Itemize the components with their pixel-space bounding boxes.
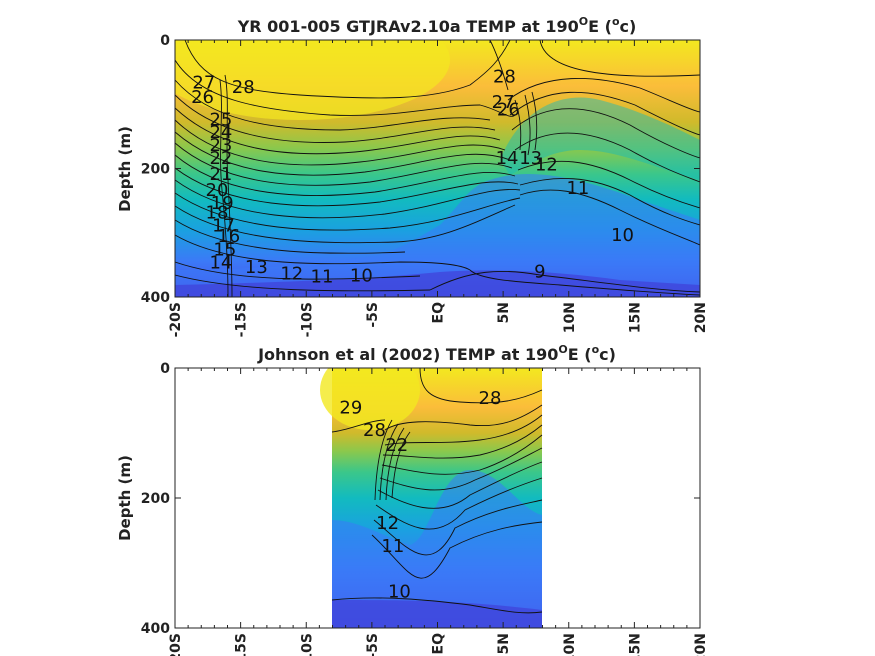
contour-label: 28 — [363, 420, 386, 441]
x-tick-label: 15N — [627, 302, 643, 333]
y-tick-label: 400 — [141, 621, 170, 637]
top-warm-south — [175, 40, 450, 120]
x-tick-label: 15N — [627, 633, 643, 656]
contour-label: 12 — [535, 154, 558, 175]
contour-label: 14 — [496, 148, 519, 169]
x-tick-label: -15S — [234, 633, 250, 656]
x-tick-label: 5N — [496, 633, 512, 654]
x-tick-label: -10S — [299, 633, 315, 656]
contour-label: 12 — [376, 513, 399, 534]
contour-label: 21 — [209, 164, 232, 185]
contour-label: 28 — [232, 77, 255, 98]
top-contour-lines — [175, 40, 700, 297]
contour-label: 26 — [191, 87, 214, 108]
y-tick-label: 0 — [160, 361, 170, 377]
top-chart-title: YR 001-005 GTJRAv2.10a TEMP at 190OE (oc… — [237, 15, 637, 36]
top-ridge — [500, 97, 700, 180]
x-tick-label: 10N — [562, 302, 578, 333]
contour-label: 20 — [206, 180, 229, 201]
bottom-contour-lines — [331, 368, 543, 614]
contour-label: 16 — [217, 226, 240, 247]
x-tick-label: -10S — [299, 302, 315, 337]
contour-label: 11 — [381, 536, 404, 557]
x-tick-label: EQ — [431, 633, 447, 655]
top-x-ticks: -20S -15S -10S -5S EQ 5N 10N 15N 20N — [168, 40, 709, 337]
x-tick-label: -5S — [365, 633, 381, 656]
y-tick-label: 400 — [141, 290, 170, 306]
bottom-chart-title: Johnson et al (2002) TEMP at 190OE (oc) — [257, 343, 616, 364]
x-tick-label: -20S — [168, 633, 184, 656]
contour-label: 11 — [311, 267, 334, 288]
contour-label: 9 — [534, 262, 545, 283]
contour-label: 27 — [192, 73, 215, 94]
contour-label: 23 — [209, 135, 232, 156]
x-tick-label: -5S — [365, 302, 381, 328]
contour-label: 15 — [213, 240, 236, 261]
x-tick-label: 5N — [496, 302, 512, 323]
x-tick-label: -15S — [234, 302, 250, 337]
top-plot-area — [175, 40, 700, 297]
contour-label: 13 — [245, 257, 268, 278]
contour-label: 10 — [611, 225, 634, 246]
contour-label: 10 — [350, 265, 373, 286]
y-tick-label: 200 — [141, 491, 170, 507]
contour-label: 14 — [209, 253, 232, 274]
top-y-ticks: 0 200 400 — [141, 33, 700, 306]
contour-label: 19 — [211, 193, 234, 214]
bottom-deep-cold — [332, 600, 542, 628]
y-tick-label: 0 — [160, 33, 170, 49]
bottom-y-ticks: 0 200 400 — [141, 361, 700, 637]
contour-label: 10 — [388, 581, 411, 602]
contour-label: 29 — [339, 397, 362, 418]
x-tick-label: 20N — [693, 633, 709, 656]
x-tick-label: 10N — [562, 633, 578, 656]
contour-label: 11 — [566, 178, 589, 199]
x-tick-label: 20N — [693, 302, 709, 333]
x-tick-label: -20S — [168, 302, 184, 337]
x-tick-label: EQ — [431, 302, 447, 324]
contour-label: 24 — [209, 122, 232, 143]
contour-label: 22 — [385, 435, 408, 456]
bottom-x-ticks: -20S -15S -10S -5S EQ 5N 10N 15N 20N — [168, 368, 709, 656]
contour-label: 22 — [209, 148, 232, 169]
contour-label: 28 — [493, 66, 516, 87]
contour-label: 17 — [212, 215, 235, 236]
contour-label: 28 — [479, 388, 502, 409]
bottom-y-axis-label: Depth (m) — [116, 455, 134, 541]
contour-label: 27 — [492, 92, 515, 113]
contour-label: 13 — [519, 148, 542, 169]
bottom-warm-pool — [320, 368, 420, 430]
contour-label: 12 — [280, 264, 303, 285]
contour-label: 18 — [206, 202, 229, 223]
y-tick-label: 200 — [141, 162, 170, 178]
top-y-axis-label: Depth (m) — [116, 126, 134, 212]
contour-label: 25 — [209, 109, 232, 130]
bottom-plot-area — [320, 368, 543, 628]
bottom-cold-tongue — [332, 470, 542, 628]
contour-label: 26 — [497, 100, 520, 121]
